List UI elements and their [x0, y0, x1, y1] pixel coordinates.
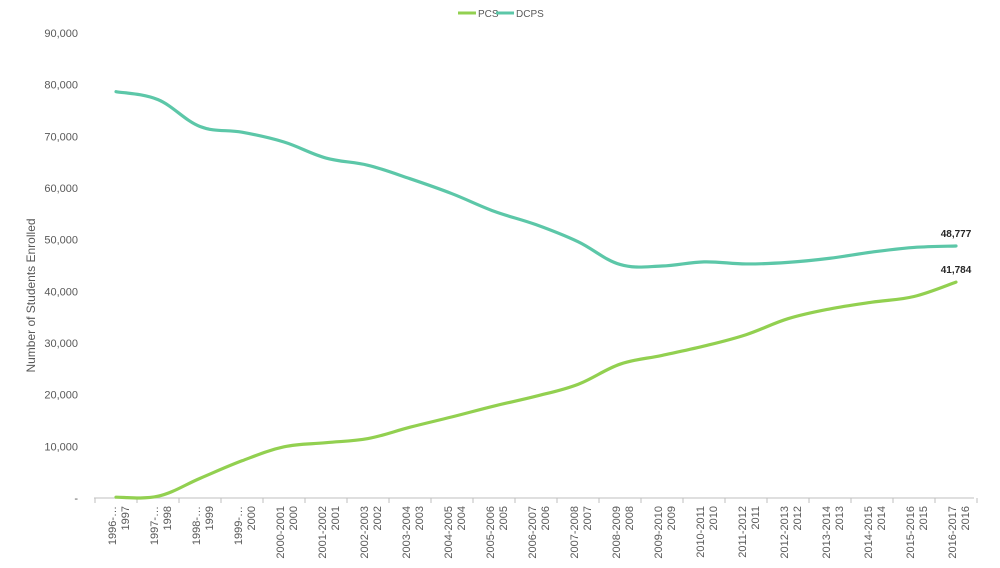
x-tick-label: 2016-20172016: [947, 506, 972, 559]
x-tick-label-line: 2008-2009: [611, 506, 623, 559]
x-tick-label-line: 2014-2015: [863, 506, 875, 559]
y-tick-label: 30,000: [44, 338, 78, 350]
x-tick-label-line: 2011: [750, 506, 762, 530]
x-tick-label-line: 2007-2008: [569, 506, 581, 559]
series-line-dcps: [114, 90, 958, 269]
legend-label-dcps: DCPS: [516, 9, 544, 20]
x-tick-label-line: 2000-2001: [275, 506, 287, 559]
x-tick-label-line: 2011-2012: [737, 506, 749, 558]
x-tick-label: 1996-…1997: [107, 506, 132, 545]
x-tick-label-line: 2009-2010: [653, 506, 665, 559]
x-tick-label: 2010-20112010: [695, 506, 720, 558]
x-tick-label-line: 2015-2016: [905, 506, 917, 559]
x-tick-label: 2007-20082007: [569, 506, 594, 559]
x-tick-label-line: 2016-2017: [947, 506, 959, 559]
y-tick-label: 80,000: [44, 80, 78, 92]
x-tick-label-line: 2004-2005: [443, 506, 455, 559]
y-tick-label: -: [74, 493, 78, 505]
y-tick-label: 90,000: [44, 28, 78, 40]
x-tick-label: 2009-20102009: [653, 506, 678, 559]
x-tick-label-line: 2001: [330, 506, 342, 530]
x-tick-label-line: 2015: [918, 506, 930, 530]
y-tick-label: 10,000: [44, 441, 78, 453]
x-tick-label-line: 2016: [960, 506, 972, 530]
x-tick-label-line: 2010: [708, 506, 720, 530]
x-tick-label-line: 2002: [372, 506, 384, 530]
x-tick-label-line: 2003-2004: [401, 506, 413, 559]
x-tick-label-line: 2006: [540, 506, 552, 530]
y-axis-title: Number of Students Enrolled: [24, 218, 38, 372]
x-axis: 1996-…1997 1997-…1998 1998-…1999 1999-…2000…: [94, 497, 978, 559]
y-tick-label: 50,000: [44, 235, 78, 247]
x-tick-label-line: 1996-…: [107, 506, 119, 545]
x-tick-label-line: 2003: [414, 506, 426, 530]
y-axis: - 10,000 20,000 30,000 40,000 50,000 60,000 70,…: [44, 28, 78, 505]
series-line-pcs: [114, 280, 958, 500]
x-tick-label-line: 2000: [288, 506, 300, 530]
x-tick-label: 2014-20152014: [863, 506, 888, 559]
x-tick-label-line: 1997: [120, 506, 132, 530]
data-label-dcps: 48,777: [941, 229, 972, 240]
data-label-pcs: 41,784: [941, 265, 972, 276]
x-tick-label-line: 2006-2007: [527, 506, 539, 559]
x-tick-label-line: 2002-2003: [359, 506, 371, 559]
x-tick-label: 2006-20072006: [527, 506, 552, 559]
x-tick-label-line: 2000: [246, 506, 258, 530]
x-tick-label-line: 2004: [456, 506, 468, 530]
x-tick-label: 2011-20122011: [737, 506, 762, 558]
x-tick-label: 2008-20092008: [611, 506, 636, 559]
x-tick-label: 2002-20032002: [359, 506, 384, 559]
x-tick-label-line: 1999: [204, 506, 216, 530]
x-tick-label: 1998-…1999: [191, 506, 216, 545]
y-tick-label: 40,000: [44, 286, 78, 298]
legend-label-pcs: PCS: [478, 9, 499, 20]
x-tick-label-line: 1998-…: [191, 506, 203, 545]
x-tick-label: 2005-20062005: [485, 506, 510, 559]
x-tick-label-line: 2001-2002: [317, 506, 329, 559]
x-tick-label: 1999-…2000: [233, 506, 258, 545]
y-tick-label: 60,000: [44, 183, 78, 195]
x-tick-label-line: 2008: [624, 506, 636, 530]
x-tick-label: 2015-20162015: [905, 506, 930, 559]
y-tick-label: 70,000: [44, 131, 78, 143]
x-tick-label: 1997-…1998: [149, 506, 174, 545]
x-tick-label: 2001-20022001: [317, 506, 342, 559]
x-tick-label-line: 2005-2006: [485, 506, 497, 559]
x-tick-label-line: 1999-…: [233, 506, 245, 545]
y-tick-label: 20,000: [44, 390, 78, 402]
x-tick-label-line: 2009: [666, 506, 678, 530]
x-tick-label-line: 2010-2011: [695, 506, 707, 558]
x-tick-label-line: 2012-2013: [779, 506, 791, 559]
x-tick-label: 2004-20052004: [443, 506, 468, 559]
x-tick-label: 2003-20042003: [401, 506, 426, 559]
x-tick-label-line: 1998: [162, 506, 174, 530]
x-tick-label-line: 2007: [582, 506, 594, 530]
x-tick-label-line: 1997-…: [149, 506, 161, 545]
x-tick-label-line: 2005: [498, 506, 510, 530]
data-labels: 41,784 48,777: [941, 229, 972, 276]
x-tick-label: 2013-20142013: [821, 506, 846, 559]
x-tick-label-line: 2012: [792, 506, 804, 530]
x-tick-label-line: 2014: [876, 506, 888, 530]
x-tick-label-line: 2013: [834, 506, 846, 530]
legend: PCS DCPS: [458, 9, 544, 20]
x-tick-label-line: 2013-2014: [821, 506, 833, 559]
x-tick-label: 2012-20132012: [779, 506, 804, 559]
series-layer: [114, 90, 958, 500]
x-tick-label: 2000-20012000: [275, 506, 300, 559]
